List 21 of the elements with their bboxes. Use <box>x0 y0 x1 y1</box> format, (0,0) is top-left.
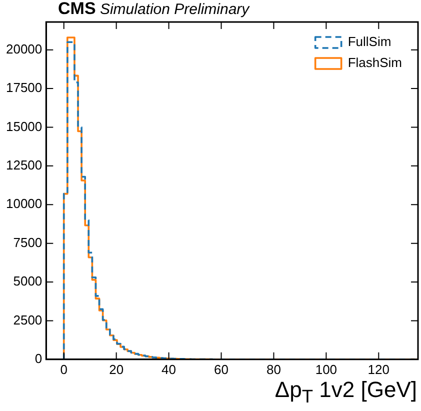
x-tick-label: 40 <box>162 362 176 377</box>
y-tick-label: 12500 <box>6 158 42 173</box>
x-axis-title: Δp$_{T}$ 1v2 [GeV] <box>274 376 417 408</box>
x-tick-label: 20 <box>109 362 124 377</box>
y-tick-label: 2500 <box>13 312 42 328</box>
y-tick-label: 5000 <box>13 274 42 289</box>
x-tick-label: 100 <box>315 362 338 377</box>
y-tick-label: 20000 <box>6 41 42 56</box>
y-tick-label: 10000 <box>6 196 42 212</box>
legend-label: FlashSim <box>348 55 402 70</box>
y-tick-label: 15000 <box>6 118 42 134</box>
x-tick-label: 120 <box>368 362 390 377</box>
legend-label: FullSim <box>348 34 392 50</box>
y-tick-label: 0 <box>34 350 42 366</box>
y-tick-label: 17500 <box>6 80 42 96</box>
x-tick-label: 60 <box>214 362 228 377</box>
chart-subtitle: Simulation Preliminary <box>100 1 250 18</box>
y-tick-label: 7500 <box>13 234 42 250</box>
x-tick-label: 0 <box>60 362 68 377</box>
x-tick-label: 80 <box>266 362 281 377</box>
chart-title: CMS <box>58 0 96 18</box>
